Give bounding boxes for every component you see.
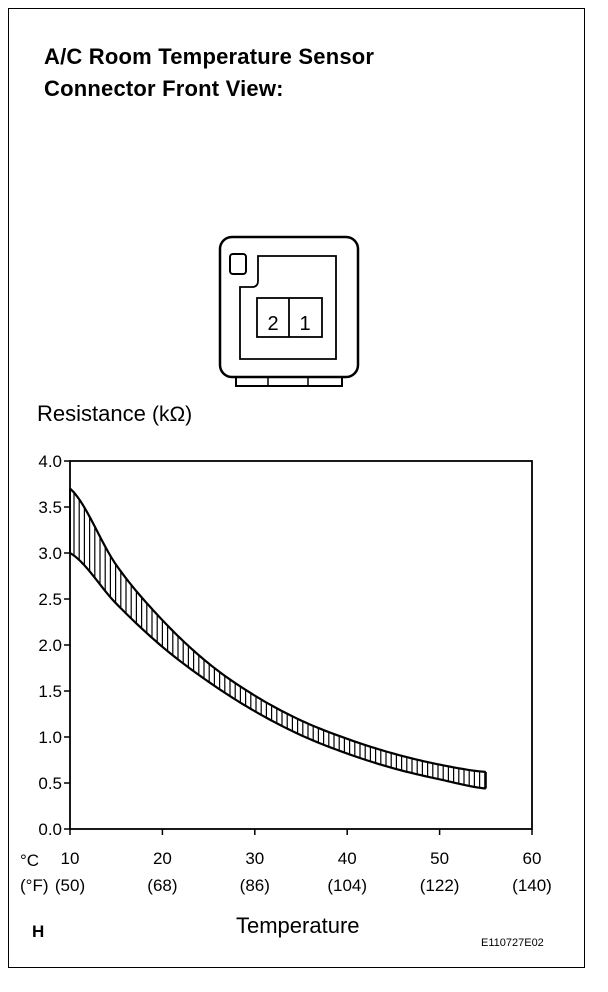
y-tick-label: 2.5 [38, 590, 62, 609]
y-axis-ticks: 0.0 0.5 1.0 1.5 2.0 2.5 3.0 3.5 4.0 [38, 452, 70, 839]
y-tick-label: 0.5 [38, 774, 62, 793]
x-tick-label-celsius: 10 [61, 849, 80, 868]
y-tick-label: 1.5 [38, 682, 62, 701]
y-tick-label: 1.0 [38, 728, 62, 747]
x-tick-label-celsius: 40 [338, 849, 357, 868]
title-line-2: Connector Front View: [44, 76, 284, 101]
x-axis-ticks: 10 (50) 20 (68) 30 (86) 40 (104) 50 (122) 60 (140) [55, 829, 552, 895]
x-tick-label-fahrenheit: (140) [512, 876, 552, 895]
band-lower-curve [69, 552, 486, 790]
x-tick-label-fahrenheit: (86) [240, 876, 270, 895]
x-tick-label-fahrenheit: (68) [147, 876, 177, 895]
x-tick-label-fahrenheit: (50) [55, 876, 85, 895]
y-tick-label: 0.0 [38, 820, 62, 839]
y-tick-label: 2.0 [38, 636, 62, 655]
figure-code: E110727E02 [481, 937, 544, 949]
connector-key-slot [229, 253, 247, 275]
connector-pin-1-label: 1 [299, 313, 310, 335]
y-axis-title: Resistance [37, 401, 146, 426]
connector-latch-tab [235, 376, 343, 387]
x-tick-label-celsius: 30 [245, 849, 264, 868]
figure-frame [8, 8, 585, 968]
corner-mark: H [32, 922, 45, 941]
x-unit-fahrenheit: (°F) [20, 876, 49, 895]
x-tick-label-fahrenheit: (104) [327, 876, 367, 895]
x-tick-label-fahrenheit: (122) [420, 876, 460, 895]
x-tick-label-celsius: 20 [153, 849, 172, 868]
y-axis-label: Resistance (kΩ) [37, 401, 192, 427]
plot-area [69, 460, 533, 830]
y-tick-label: 3.0 [38, 544, 62, 563]
band-hatch [73, 492, 486, 789]
resistance-chart: 0.0 0.5 1.0 1.5 2.0 2.5 3.0 3.5 4.0 10 (50) 20 (68)… [20, 452, 552, 895]
y-axis-unit: (kΩ) [151, 403, 193, 426]
title-line-1: A/C Room Temperature Sensor [44, 44, 375, 69]
band-upper-curve [69, 487, 486, 774]
y-tick-label: 4.0 [38, 452, 62, 471]
x-axis-label: Temperature [236, 913, 360, 938]
connector-cavity [239, 255, 337, 360]
x-tick-label-celsius: 50 [430, 849, 449, 868]
x-tick-label-celsius: 60 [523, 849, 542, 868]
x-unit-celsius: °C [20, 851, 39, 870]
connector-pin-2-label: 2 [267, 313, 278, 335]
connector-diagram: 2 1 [218, 235, 360, 387]
y-tick-label: 3.5 [38, 498, 62, 517]
